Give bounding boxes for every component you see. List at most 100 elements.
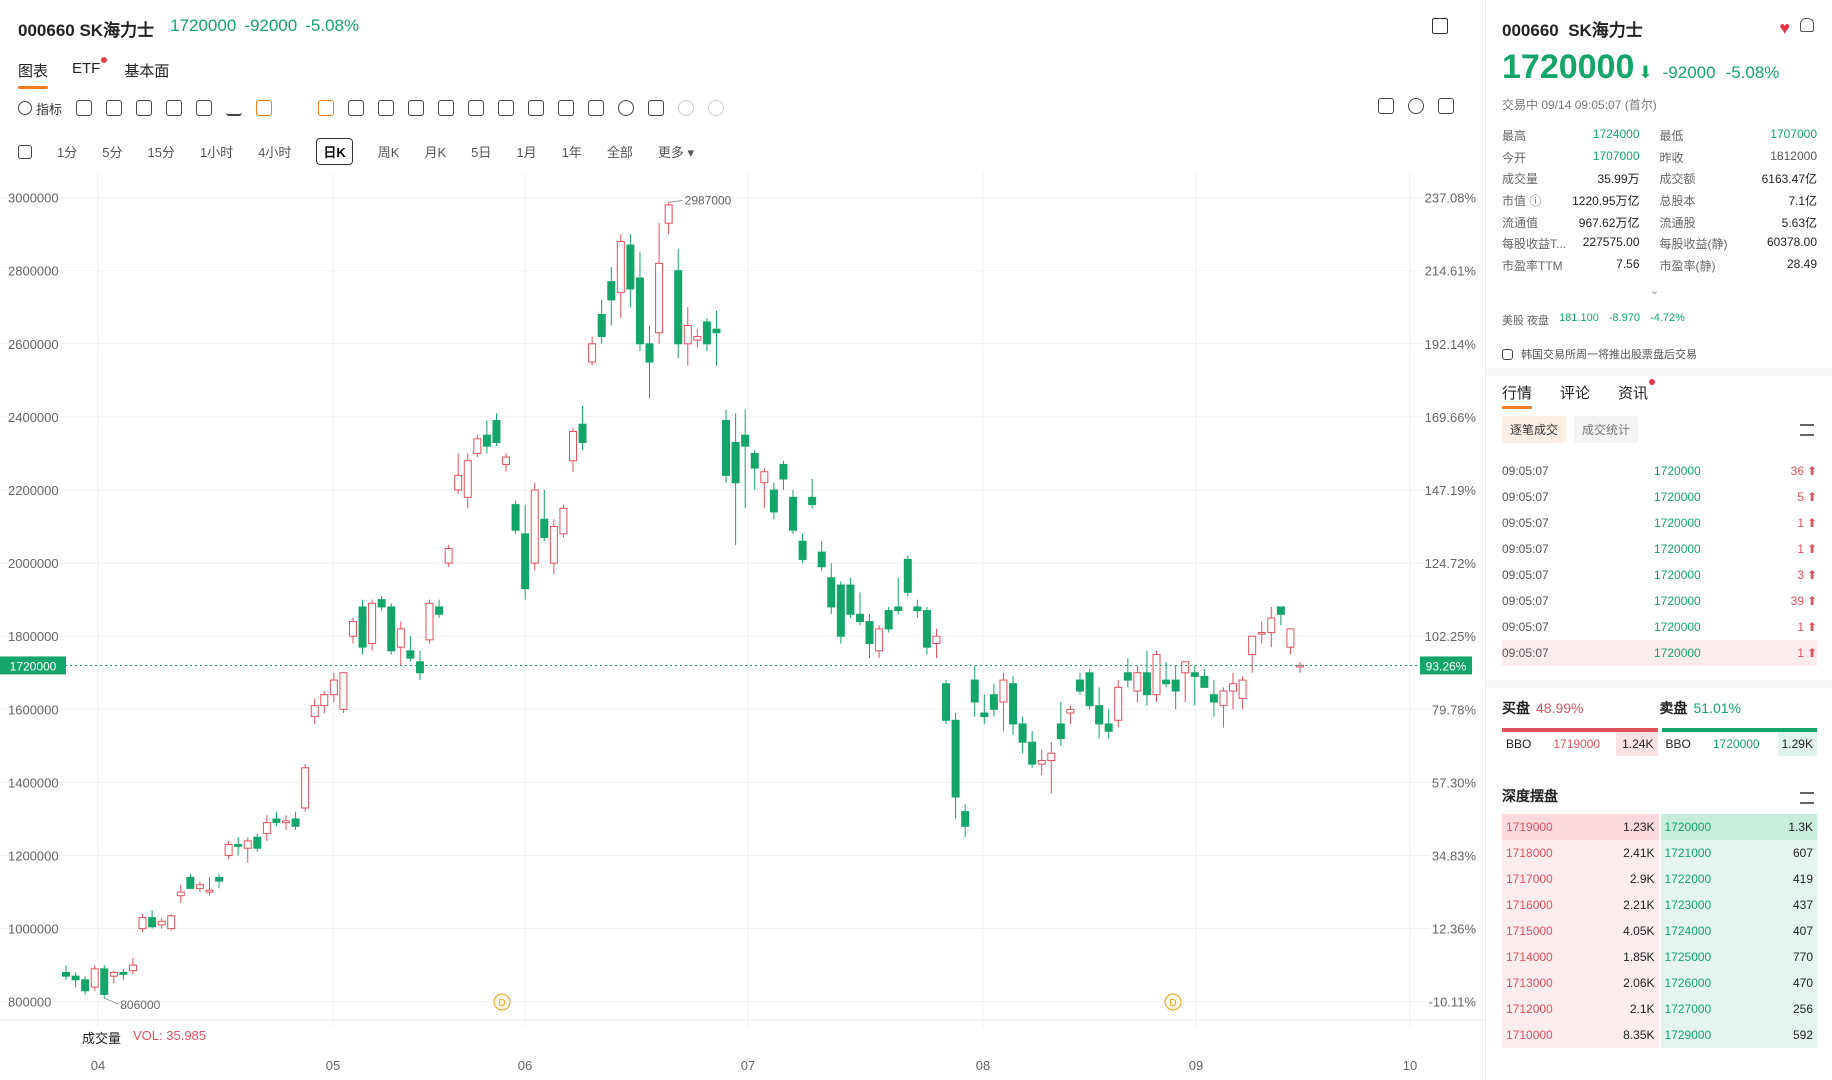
candle[interactable]: [463, 453, 472, 509]
line-tool-icon[interactable]: [348, 100, 365, 116]
candle[interactable]: [262, 815, 271, 841]
measure-tool-icon[interactable]: [498, 100, 515, 116]
candle[interactable]: [387, 603, 396, 655]
tab-news[interactable]: 资讯: [1618, 379, 1656, 409]
magnet-icon[interactable]: [588, 100, 605, 116]
period-day[interactable]: 日K: [316, 138, 353, 165]
candle[interactable]: [1028, 731, 1037, 768]
news-notice[interactable]: 韩国交易所周一将推出股票盘后交易: [1502, 346, 1697, 362]
candle[interactable]: [779, 460, 788, 490]
candle[interactable]: [980, 694, 989, 724]
alert-bell-icon[interactable]: [1800, 18, 1814, 32]
period-4h[interactable]: 4小时: [258, 145, 292, 160]
subtab-ticks[interactable]: 逐笔成交: [1502, 416, 1567, 443]
candle[interactable]: [291, 811, 300, 830]
candle[interactable]: [1276, 606, 1285, 626]
candle[interactable]: [62, 965, 70, 980]
candle[interactable]: [1037, 749, 1046, 776]
candle[interactable]: [626, 234, 635, 308]
candle[interactable]: [358, 599, 367, 655]
tab-chart[interactable]: 图表: [18, 60, 49, 89]
ray-tool-icon[interactable]: [378, 100, 395, 116]
candle[interactable]: [1114, 680, 1123, 728]
candle[interactable]: [368, 599, 377, 651]
candle[interactable]: [846, 577, 855, 618]
candle[interactable]: [1009, 676, 1018, 735]
candle[interactable]: [875, 625, 884, 659]
candle[interactable]: [138, 914, 147, 933]
candle[interactable]: [90, 965, 99, 991]
candle[interactable]: [922, 606, 931, 655]
popout-icon[interactable]: [1432, 18, 1448, 34]
candle[interactable]: [119, 968, 128, 980]
candle[interactable]: [81, 976, 90, 995]
candle[interactable]: [961, 804, 970, 838]
candle[interactable]: [712, 310, 721, 366]
candle[interactable]: [578, 405, 587, 450]
align-icon[interactable]: [226, 100, 243, 116]
candle[interactable]: [607, 267, 616, 326]
candle[interactable]: [148, 910, 157, 929]
wave-tool-icon[interactable]: [438, 100, 455, 116]
candlestick-chart[interactable]: 3000000 237.08% 2800000 214.61% 2600000 192.1…: [0, 172, 1484, 1080]
candle[interactable]: [827, 563, 836, 615]
candle[interactable]: [224, 840, 233, 860]
candle[interactable]: [71, 972, 80, 988]
angle-tool-icon[interactable]: [408, 100, 425, 116]
tab-quote[interactable]: 行情: [1502, 382, 1533, 409]
candle[interactable]: [1296, 661, 1304, 673]
candle[interactable]: [530, 482, 539, 571]
brush-icon[interactable]: [256, 100, 273, 116]
candle[interactable]: [549, 519, 558, 575]
period-1h[interactable]: 1小时: [199, 145, 234, 160]
candle[interactable]: [693, 329, 702, 348]
candle[interactable]: [903, 555, 912, 596]
eye-icon[interactable]: [618, 100, 635, 116]
undo-icon[interactable]: [678, 100, 695, 116]
candle[interactable]: [674, 248, 683, 359]
candle[interactable]: [1018, 716, 1027, 754]
candle[interactable]: [597, 299, 606, 344]
candle[interactable]: [243, 837, 252, 863]
period-15min[interactable]: 15分: [147, 145, 175, 160]
candle[interactable]: [1133, 665, 1142, 702]
candle[interactable]: [970, 665, 979, 717]
candle[interactable]: [482, 420, 491, 454]
candle[interactable]: [1286, 628, 1295, 655]
candle[interactable]: [1219, 687, 1228, 728]
candle[interactable]: [1181, 661, 1190, 702]
candle[interactable]: [683, 307, 692, 366]
candle[interactable]: [128, 957, 137, 975]
fib-tool-icon[interactable]: [468, 100, 485, 116]
candle[interactable]: [760, 468, 769, 509]
candle[interactable]: [540, 490, 549, 542]
compare-icon[interactable]: [196, 100, 213, 116]
candle[interactable]: [377, 596, 386, 611]
candle[interactable]: [999, 672, 1008, 732]
candle[interactable]: [894, 577, 903, 615]
period-all[interactable]: 全部: [606, 145, 633, 160]
candle[interactable]: [588, 336, 597, 366]
candle[interactable]: [808, 479, 817, 509]
period-1y[interactable]: 1年: [561, 145, 582, 160]
candle[interactable]: [511, 500, 520, 534]
candle[interactable]: [1190, 665, 1199, 706]
candle[interactable]: [750, 449, 759, 490]
candle[interactable]: [789, 490, 798, 534]
tab-etf[interactable]: ETF: [72, 57, 108, 89]
period-5min[interactable]: 5分: [102, 145, 123, 160]
candle[interactable]: [702, 318, 711, 352]
tab-fundamentals[interactable]: 基本面: [124, 63, 170, 80]
candle-type-icon[interactable]: [76, 100, 93, 116]
candle[interactable]: [167, 914, 176, 931]
depth-menu-icon[interactable]: [1800, 792, 1814, 804]
candle[interactable]: [1229, 672, 1238, 710]
candle[interactable]: [282, 815, 291, 830]
candle[interactable]: [1171, 665, 1180, 710]
candle[interactable]: [253, 833, 262, 852]
candle[interactable]: [884, 606, 893, 633]
candle[interactable]: [1142, 650, 1151, 706]
candle[interactable]: [722, 409, 731, 483]
candle[interactable]: [329, 672, 338, 702]
candle[interactable]: [425, 599, 434, 644]
